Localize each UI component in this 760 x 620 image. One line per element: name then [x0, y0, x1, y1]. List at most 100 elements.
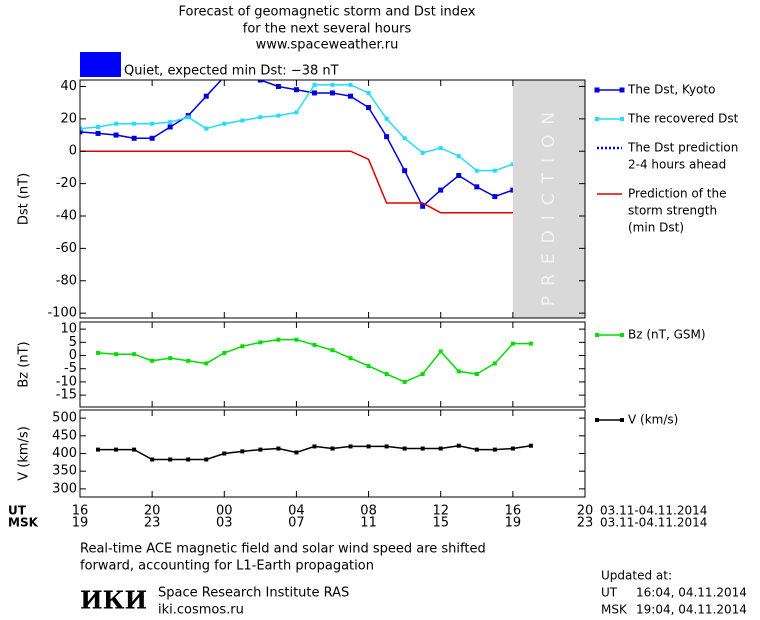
x-tick-label: 16: [72, 504, 89, 519]
legend-label: The Dst, Kyoto: [627, 83, 715, 97]
msk-tick-label: 03: [216, 516, 233, 531]
data-point: [456, 443, 461, 448]
note: Real-time ACE magnetic field and solar w…: [80, 542, 486, 557]
data-point: [456, 369, 461, 374]
status: Quiet, expected min Dst: −38 nT: [124, 64, 339, 79]
data-point: [275, 83, 281, 89]
y-tick-label: -80: [56, 273, 77, 288]
data-point: [528, 341, 533, 346]
data-point: [203, 93, 209, 99]
updated-ut-label: UT: [601, 586, 618, 600]
data-point: [438, 146, 443, 150]
data-point: [330, 90, 335, 96]
data-point: [96, 350, 101, 355]
x-row-label: MSK: [8, 516, 39, 530]
panel-frame: [79, 79, 586, 319]
data-point: [150, 358, 155, 363]
data-point: [492, 361, 497, 366]
x-tick-label: 12: [432, 504, 449, 519]
data-point: [366, 444, 371, 449]
data-point: [114, 352, 119, 357]
updated-label: Updated at:: [601, 569, 672, 583]
data-point: [420, 372, 425, 377]
data-point: [402, 446, 407, 451]
logo: ИКИ: [80, 586, 147, 615]
data-point: [474, 447, 479, 452]
data-point: [114, 447, 119, 452]
data-point: [438, 187, 444, 193]
data-point: [293, 87, 299, 93]
data-point: [348, 444, 353, 449]
y-tick-label: 350: [52, 464, 77, 479]
data-point: [348, 93, 354, 99]
data-point: [384, 116, 389, 121]
legend-label: Bz (nT, GSM): [628, 328, 706, 342]
data-point: [384, 444, 389, 449]
x-dates: 03.11-04.11.2014: [600, 504, 707, 518]
msk-tick-label: 19: [72, 516, 89, 531]
data-point: [420, 150, 425, 155]
data-point: [312, 82, 317, 87]
y-tick-label: -15: [56, 388, 77, 403]
data-point: [330, 348, 335, 353]
msk-tick-label: 19: [505, 516, 522, 531]
data-point: [150, 457, 155, 462]
msk-dates: 03.11-04.11.2014: [600, 516, 707, 530]
updated-msk: 19:04, 04.11.2014: [636, 603, 747, 617]
data-point: [402, 136, 407, 141]
legend-marker: [620, 333, 624, 337]
msk-tick-label: 23: [577, 516, 594, 531]
y-tick-label: -100: [47, 306, 77, 321]
note: forward, accounting for L1-Earth propaga…: [80, 559, 374, 574]
data-point: [204, 126, 209, 131]
msk-tick-label: 23: [144, 516, 161, 531]
data-point: [258, 447, 263, 452]
institute: Space Research Institute RAS: [158, 586, 349, 601]
data-point: [330, 446, 335, 451]
data-point: [420, 203, 426, 209]
data-point: [510, 341, 515, 346]
data-point: [312, 342, 317, 347]
data-point: [240, 344, 245, 349]
y-tick-label: 40: [60, 79, 77, 94]
legend-label: (min Dst): [628, 221, 684, 235]
y-tick-label: -60: [56, 241, 77, 256]
plot-area: [80, 80, 585, 214]
data-point: [492, 194, 498, 200]
data-point: [222, 451, 227, 456]
x-row-label: UT: [8, 504, 27, 518]
data-point: [294, 110, 299, 115]
title: www.spaceweather.ru: [256, 38, 399, 53]
y-tick-label: 500: [52, 411, 77, 426]
y-tick-label: -10: [56, 374, 77, 389]
series-line: [80, 150, 585, 214]
panel: 500 450 400 350 300 V (km/s) V (km/s): [17, 409, 678, 498]
y-axis-label: Dst (nT): [17, 173, 32, 225]
data-point: [402, 168, 408, 174]
msk-tick-label: 15: [432, 516, 449, 531]
data-point: [438, 446, 443, 451]
data-point: [348, 356, 353, 361]
data-point: [258, 340, 263, 345]
data-point: [510, 446, 515, 451]
msk-tick-label: 07: [288, 516, 305, 531]
data-point: [330, 82, 335, 87]
data-point: [474, 184, 480, 190]
panel: PREDICTION 40 20 0 -20 -40 -60 -80 -100 Dst (nT) T…: [17, 79, 739, 321]
data-point: [168, 356, 173, 361]
panel-frame: [79, 321, 586, 408]
data-point: [384, 134, 390, 140]
legend-label: The recovered Dst: [627, 112, 739, 126]
legend-label: The Dst prediction: [627, 141, 738, 155]
legend-marker: [595, 333, 599, 337]
data-point: [149, 135, 155, 141]
data-point: [474, 372, 479, 377]
data-point: [276, 337, 281, 342]
data-point: [366, 90, 371, 95]
data-point: [366, 364, 371, 369]
data-point: [186, 115, 191, 120]
updated-msk-label: MSK: [601, 603, 628, 617]
y-tick-label: 450: [52, 428, 77, 443]
series-line: [80, 84, 532, 191]
